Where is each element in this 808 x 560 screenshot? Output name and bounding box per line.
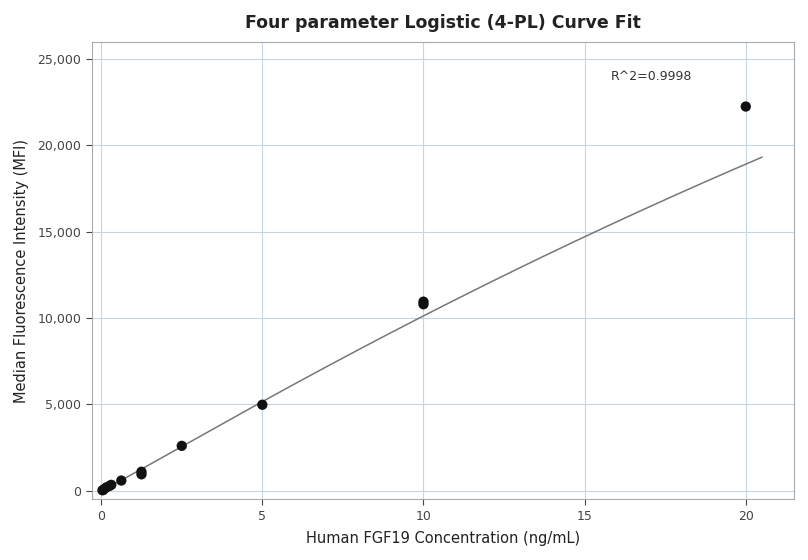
Point bbox=[256, 400, 269, 409]
Point bbox=[417, 300, 430, 309]
Text: R^2=0.9998: R^2=0.9998 bbox=[610, 70, 692, 83]
Point bbox=[105, 480, 118, 489]
Point bbox=[99, 483, 112, 492]
Point bbox=[103, 482, 116, 491]
Point bbox=[135, 470, 148, 479]
Point bbox=[739, 102, 752, 111]
Point bbox=[175, 441, 188, 450]
Point bbox=[97, 485, 110, 494]
Title: Four parameter Logistic (4-PL) Curve Fit: Four parameter Logistic (4-PL) Curve Fit bbox=[245, 14, 641, 32]
X-axis label: Human FGF19 Concentration (ng/mL): Human FGF19 Concentration (ng/mL) bbox=[305, 531, 580, 546]
Point bbox=[135, 467, 148, 476]
Point bbox=[115, 476, 128, 485]
Point bbox=[96, 486, 109, 495]
Y-axis label: Median Fluorescence Intensity (MFI): Median Fluorescence Intensity (MFI) bbox=[14, 138, 29, 403]
Point bbox=[417, 297, 430, 306]
